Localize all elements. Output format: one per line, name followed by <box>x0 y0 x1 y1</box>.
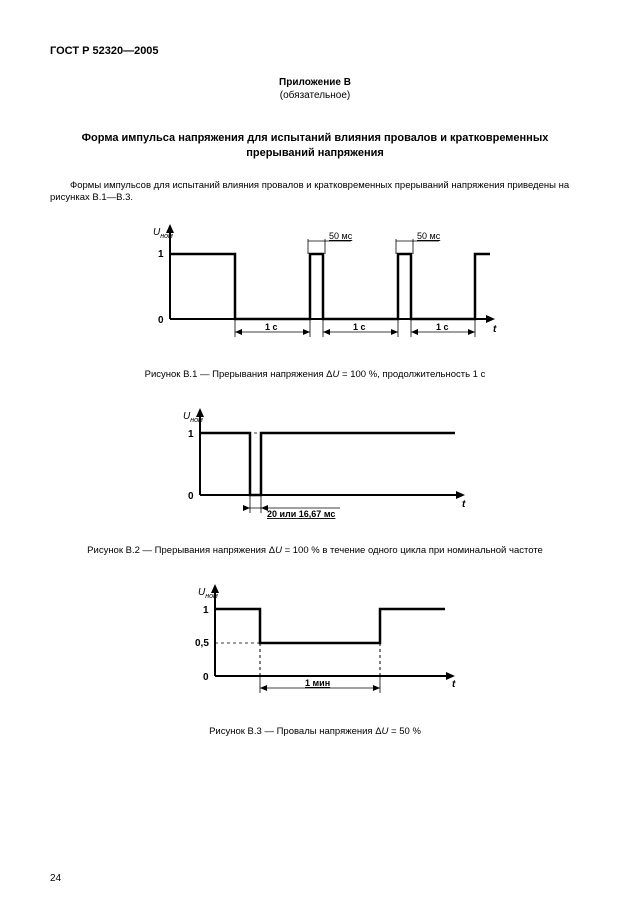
fig1-caption-prefix: Рисунок В.1 — Прерывания напряжения Δ <box>145 369 333 380</box>
fig3-ytick-1: 1 <box>203 605 209 616</box>
section-title-line2: прерываний напряжения <box>246 147 384 159</box>
fig2-caption-var: U <box>275 545 282 556</box>
fig2-caption-suffix: = 100 % в течение одного цикла при номин… <box>282 545 543 556</box>
document-id: ГОСТ Р 52320—2005 <box>50 45 580 57</box>
appendix-label: Приложение В <box>50 77 580 88</box>
fig2-ytick-0: 0 <box>188 491 194 502</box>
section-title-line1: Форма импульса напряжения для испытаний … <box>82 132 549 144</box>
fig3-interval: 1 мин <box>305 678 330 688</box>
fig1-interval-1: 1 с <box>265 322 278 332</box>
fig3-caption-prefix: Рисунок В.3 — Провалы напряжения Δ <box>209 726 381 737</box>
fig1-ytick-0: 0 <box>158 315 164 326</box>
section-title: Форма импульса напряжения для испытаний … <box>50 131 580 162</box>
fig1-caption-suffix: = 100 %, продолжительность 1 с <box>339 369 485 380</box>
figure-b2-caption: Рисунок В.2 — Прерывания напряжения ΔU =… <box>50 545 580 556</box>
figure-b2: Uном 1 0 t 20 или 16,67 мс <box>50 405 580 525</box>
figure-b3-svg: Uном 1 0,5 0 t 1 мин <box>165 581 465 701</box>
fig1-ytick-1: 1 <box>158 249 164 260</box>
fig1-interval-2: 1 с <box>353 322 366 332</box>
fig2-xlabel: t <box>462 499 466 510</box>
page-number: 24 <box>50 873 61 884</box>
intro-paragraph: Формы импульсов для испытаний влияния пр… <box>50 180 580 205</box>
fig3-xlabel: t <box>452 679 456 690</box>
fig1-gap-label-2: 50 мс <box>417 231 441 241</box>
fig1-interval-3: 1 с <box>436 322 449 332</box>
fig3-ytick-0: 0 <box>203 672 209 683</box>
figure-b3: Uном 1 0,5 0 t 1 мин <box>50 581 580 706</box>
fig1-xlabel: t <box>493 324 497 335</box>
figure-b3-caption: Рисунок В.3 — Провалы напряжения ΔU = 50… <box>50 726 580 737</box>
fig3-caption-suffix: = 50 % <box>388 726 420 737</box>
fig1-gap-label-1: 50 мс <box>329 231 353 241</box>
fig2-caption-prefix: Рисунок В.2 — Прерывания напряжения Δ <box>87 545 275 556</box>
fig2-ytick-1: 1 <box>188 429 194 440</box>
appendix-sublabel: (обязательное) <box>50 90 580 101</box>
figure-b1-caption: Рисунок В.1 — Прерывания напряжения ΔU =… <box>50 369 580 380</box>
figure-b1: Uном 1 0 t 50 мс 50 мс 1 с <box>50 219 580 349</box>
fig3-ytick-05: 0,5 <box>195 638 209 649</box>
figure-b1-svg: Uном 1 0 t 50 мс 50 мс 1 с <box>125 219 505 344</box>
fig2-gap-label: 20 или 16,67 мс <box>267 509 335 519</box>
figure-b2-svg: Uном 1 0 t 20 или 16,67 мс <box>155 405 475 520</box>
